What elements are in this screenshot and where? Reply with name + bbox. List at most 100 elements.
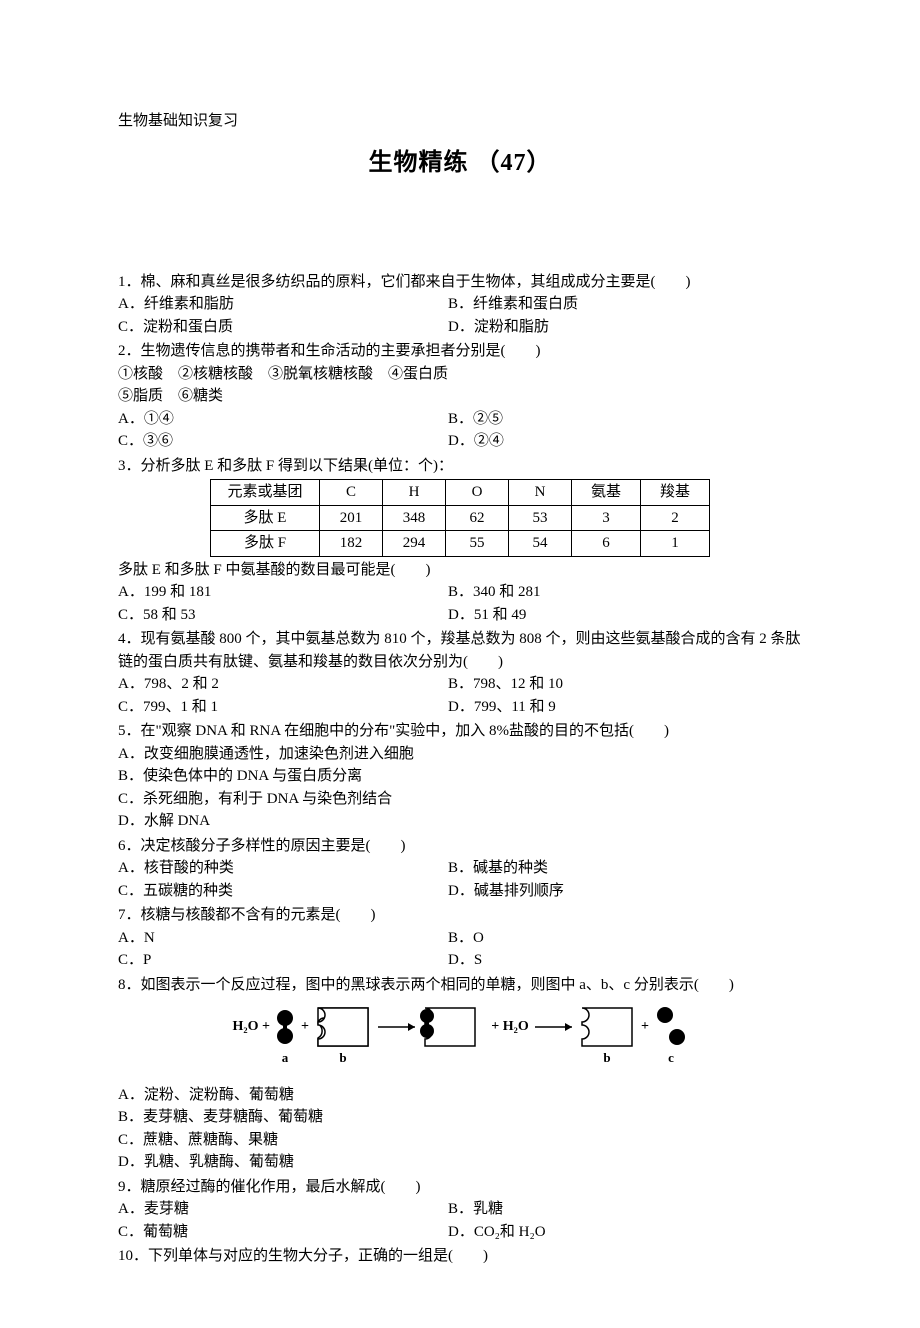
plus-icon: + — [641, 1019, 649, 1034]
q6-opt-c: C．五碳糖的种类 — [118, 880, 448, 903]
q6-opt-b: B．碱基的种类 — [448, 857, 548, 880]
th: 羧基 — [641, 480, 710, 506]
q8-opt-b: B．麦芽糖、麦芽糖酶、葡萄糖 — [118, 1106, 802, 1129]
label-c: c — [668, 1050, 674, 1065]
q5-opt-a: A．改变细胞膜通透性，加速染色剂进入细胞 — [118, 743, 802, 766]
question-4: 4．现有氨基酸 800 个，其中氨基总数为 810 个，羧基总数为 808 个，… — [118, 628, 802, 718]
q5-stem: 5．在"观察 DNA 和 RNA 在细胞中的分布"实验中，加入 8%盐酸的目的不… — [118, 720, 802, 743]
q1-opt-d: D．淀粉和脂肪 — [448, 316, 549, 339]
th: C — [320, 480, 383, 506]
q8-opt-d: D．乳糖、乳糖酶、葡萄糖 — [118, 1151, 802, 1174]
q9-opt-d: D．CO₂和 H₂O — [448, 1221, 546, 1244]
q2-items2: ⑤脂质 ⑥糖类 — [118, 385, 802, 408]
q3-opt-a: A．199 和 181 — [118, 581, 448, 604]
table-header-row: 元素或基团 C H O N 氨基 羧基 — [211, 480, 710, 506]
q8-stem: 8．如图表示一个反应过程，图中的黑球表示两个相同的单糖，则图中 a、b、c 分别… — [118, 974, 802, 997]
q4-stem: 4．现有氨基酸 800 个，其中氨基总数为 810 个，羧基总数为 808 个，… — [118, 628, 802, 673]
question-10: 10．下列单体与对应的生物大分子，正确的一组是( ) — [118, 1245, 802, 1268]
td: 多肽 F — [211, 531, 320, 557]
question-9: 9．糖原经过酶的催化作用，最后水解成( ) A．麦芽糖 B．乳糖 C．葡萄糖 D… — [118, 1176, 802, 1244]
question-2: 2．生物遗传信息的携带者和生命活动的主要承担者分别是( ) ①核酸 ②核糖核酸 … — [118, 340, 802, 453]
q2-opt-d: D．②④ — [448, 430, 504, 453]
td: 53 — [509, 505, 572, 531]
plus-icon: + — [301, 1019, 309, 1034]
q2-opt-c: C．③⑥ — [118, 430, 448, 453]
q5-opt-d: D．水解 DNA — [118, 810, 802, 833]
ball-icon — [657, 1007, 673, 1023]
q4-opt-d: D．799、11 和 9 — [448, 696, 556, 719]
page: 生物基础知识复习 生物精练 （47） 1．棉、麻和真丝是很多纺织品的原料，它们都… — [0, 0, 920, 1328]
question-6: 6．决定核酸分子多样性的原因主要是( ) A．核苷酸的种类 B．碱基的种类 C．… — [118, 835, 802, 903]
q9-opt-a: A．麦芽糖 — [118, 1198, 448, 1221]
q6-stem: 6．决定核酸分子多样性的原因主要是( ) — [118, 835, 802, 858]
td: 6 — [572, 531, 641, 557]
enzyme-b-icon — [318, 1008, 368, 1046]
q8-diagram: H₂O + a + b — [118, 1000, 802, 1082]
q3-opt-b: B．340 和 281 — [448, 581, 541, 604]
th: N — [509, 480, 572, 506]
header-small: 生物基础知识复习 — [118, 110, 802, 133]
ball-icon — [669, 1029, 685, 1045]
q2-items: ①核酸 ②核糖核酸 ③脱氧核糖核酸 ④蛋白质 — [118, 363, 802, 386]
td: 182 — [320, 531, 383, 557]
ball-icon — [277, 1028, 293, 1044]
table-row: 多肽 F 182 294 55 54 6 1 — [211, 531, 710, 557]
ball-icon — [277, 1010, 293, 1026]
plus-h2o-label: + H₂O — [491, 1019, 529, 1034]
q10-stem: 10．下列单体与对应的生物大分子，正确的一组是( ) — [118, 1245, 802, 1268]
q2-stem: 2．生物遗传信息的携带者和生命活动的主要承担者分别是( ) — [118, 340, 802, 363]
q4-opt-b: B．798、12 和 10 — [448, 673, 563, 696]
td: 62 — [446, 505, 509, 531]
td: 多肽 E — [211, 505, 320, 531]
q9-stem: 9．糖原经过酶的催化作用，最后水解成( ) — [118, 1176, 802, 1199]
th: 元素或基团 — [211, 480, 320, 506]
q3-table: 元素或基团 C H O N 氨基 羧基 多肽 E 201 348 62 53 3… — [210, 479, 710, 557]
th: O — [446, 480, 509, 506]
q8-opt-c: C．蔗糖、蔗糖酶、果糖 — [118, 1129, 802, 1152]
q1-stem: 1．棉、麻和真丝是很多纺织品的原料，它们都来自于生物体，其组成成分主要是( ) — [118, 271, 802, 294]
td: 348 — [383, 505, 446, 531]
td: 2 — [641, 505, 710, 531]
arrowhead-icon — [408, 1023, 415, 1031]
question-1: 1．棉、麻和真丝是很多纺织品的原料，它们都来自于生物体，其组成成分主要是( ) … — [118, 271, 802, 339]
arrowhead-icon — [565, 1023, 572, 1031]
h2o-label: H₂O + — [233, 1019, 270, 1034]
th: 氨基 — [572, 480, 641, 506]
td: 3 — [572, 505, 641, 531]
q7-opt-d: D．S — [448, 949, 482, 972]
td: 294 — [383, 531, 446, 557]
q5-opt-c: C．杀死细胞，有利于 DNA 与染色剂结合 — [118, 788, 802, 811]
td: 54 — [509, 531, 572, 557]
q7-opt-c: C．P — [118, 949, 448, 972]
question-8: 8．如图表示一个反应过程，图中的黑球表示两个相同的单糖，则图中 a、b、c 分别… — [118, 974, 802, 1174]
q3-stem: 3．分析多肽 E 和多肽 F 得到以下结果(单位：个)： — [118, 455, 802, 478]
q7-opt-a: A．N — [118, 927, 448, 950]
label-b2: b — [603, 1050, 610, 1065]
q2-opt-b: B．②⑤ — [448, 408, 503, 431]
q7-opt-b: B．O — [448, 927, 484, 950]
q4-opt-a: A．798、2 和 2 — [118, 673, 448, 696]
label-b: b — [339, 1050, 346, 1065]
q2-opt-a: A．①④ — [118, 408, 448, 431]
q4-opt-c: C．799、1 和 1 — [118, 696, 448, 719]
q6-opt-a: A．核苷酸的种类 — [118, 857, 448, 880]
q6-opt-d: D．碱基排列顺序 — [448, 880, 564, 903]
th: H — [383, 480, 446, 506]
q3-opt-c: C．58 和 53 — [118, 604, 448, 627]
q1-opt-c: C．淀粉和蛋白质 — [118, 316, 448, 339]
complex-icon — [420, 1008, 475, 1046]
q9-opt-c: C．葡萄糖 — [118, 1221, 448, 1244]
q8-opt-a: A．淀粉、淀粉酶、葡萄糖 — [118, 1084, 802, 1107]
question-5: 5．在"观察 DNA 和 RNA 在细胞中的分布"实验中，加入 8%盐酸的目的不… — [118, 720, 802, 833]
q1-opt-a: A．纤维素和脂肪 — [118, 293, 448, 316]
td: 201 — [320, 505, 383, 531]
page-title: 生物精练 （47） — [118, 145, 802, 181]
q9-opt-b: B．乳糖 — [448, 1198, 503, 1221]
q3-opt-d: D．51 和 49 — [448, 604, 526, 627]
td: 1 — [641, 531, 710, 557]
label-a: a — [282, 1050, 289, 1065]
table-row: 多肽 E 201 348 62 53 3 2 — [211, 505, 710, 531]
question-3: 3．分析多肽 E 和多肽 F 得到以下结果(单位：个)： 元素或基团 C H O… — [118, 455, 802, 627]
q5-opt-b: B．使染色体中的 DNA 与蛋白质分离 — [118, 765, 802, 788]
q3-after: 多肽 E 和多肽 F 中氨基酸的数目最可能是( ) — [118, 559, 802, 582]
